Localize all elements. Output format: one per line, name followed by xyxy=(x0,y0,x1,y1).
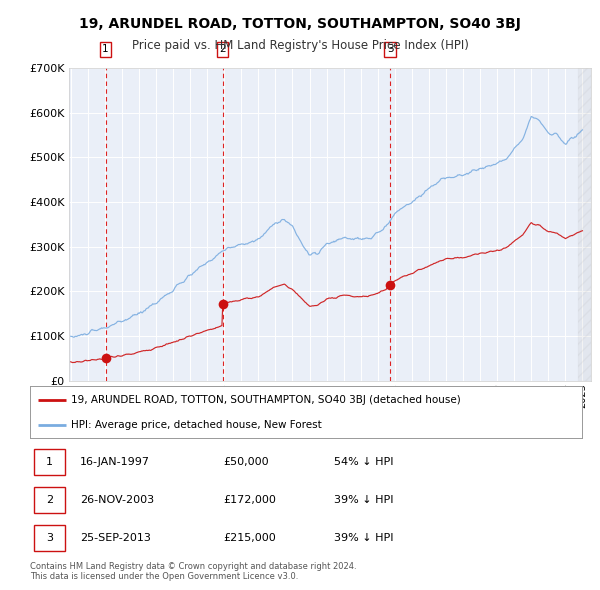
Text: 54% ↓ HPI: 54% ↓ HPI xyxy=(334,457,393,467)
Text: 3: 3 xyxy=(46,533,53,543)
Text: £172,000: £172,000 xyxy=(223,495,276,505)
Text: £50,000: £50,000 xyxy=(223,457,269,467)
Text: 26-NOV-2003: 26-NOV-2003 xyxy=(80,495,154,505)
FancyBboxPatch shape xyxy=(34,450,65,475)
Text: 2: 2 xyxy=(219,44,226,54)
Text: 19, ARUNDEL ROAD, TOTTON, SOUTHAMPTON, SO40 3BJ (detached house): 19, ARUNDEL ROAD, TOTTON, SOUTHAMPTON, S… xyxy=(71,395,461,405)
Text: Price paid vs. HM Land Registry's House Price Index (HPI): Price paid vs. HM Land Registry's House … xyxy=(131,39,469,52)
Text: 1: 1 xyxy=(102,44,109,54)
Text: 39% ↓ HPI: 39% ↓ HPI xyxy=(334,533,393,543)
Text: 25-SEP-2013: 25-SEP-2013 xyxy=(80,533,151,543)
Text: 39% ↓ HPI: 39% ↓ HPI xyxy=(334,495,393,505)
Text: 19, ARUNDEL ROAD, TOTTON, SOUTHAMPTON, SO40 3BJ: 19, ARUNDEL ROAD, TOTTON, SOUTHAMPTON, S… xyxy=(79,17,521,31)
Text: 2: 2 xyxy=(46,495,53,505)
FancyBboxPatch shape xyxy=(34,487,65,513)
Text: 1: 1 xyxy=(46,457,53,467)
Text: 16-JAN-1997: 16-JAN-1997 xyxy=(80,457,149,467)
Bar xyxy=(578,68,591,381)
Text: HPI: Average price, detached house, New Forest: HPI: Average price, detached house, New … xyxy=(71,420,322,430)
Text: £215,000: £215,000 xyxy=(223,533,276,543)
FancyBboxPatch shape xyxy=(34,525,65,550)
Text: 3: 3 xyxy=(387,44,394,54)
Text: Contains HM Land Registry data © Crown copyright and database right 2024.
This d: Contains HM Land Registry data © Crown c… xyxy=(30,562,356,581)
